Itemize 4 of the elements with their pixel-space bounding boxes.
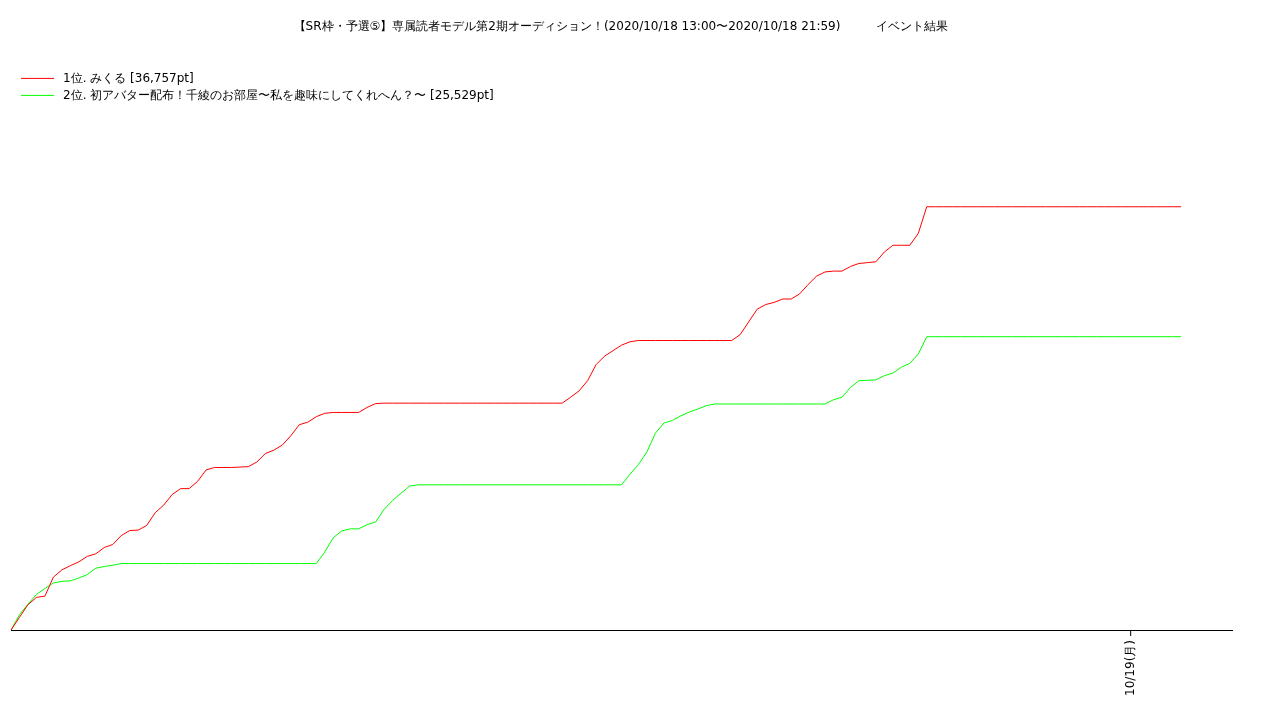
chart-title: 【SR枠・予選⑤】専属読者モデル第2期オーディション！(2020/10/18 13:00〜2020/10/18 21:59) イベント結果 [293, 19, 949, 34]
legend-label: 2位. 初アバター配布！千綾のお部屋〜私を趣味にしてくれへん？〜 [25,529pt] [63, 87, 494, 102]
legend-label: 1位. みくる [36,757pt] [63, 70, 194, 85]
text: 10/19(月) [1122, 640, 1137, 696]
